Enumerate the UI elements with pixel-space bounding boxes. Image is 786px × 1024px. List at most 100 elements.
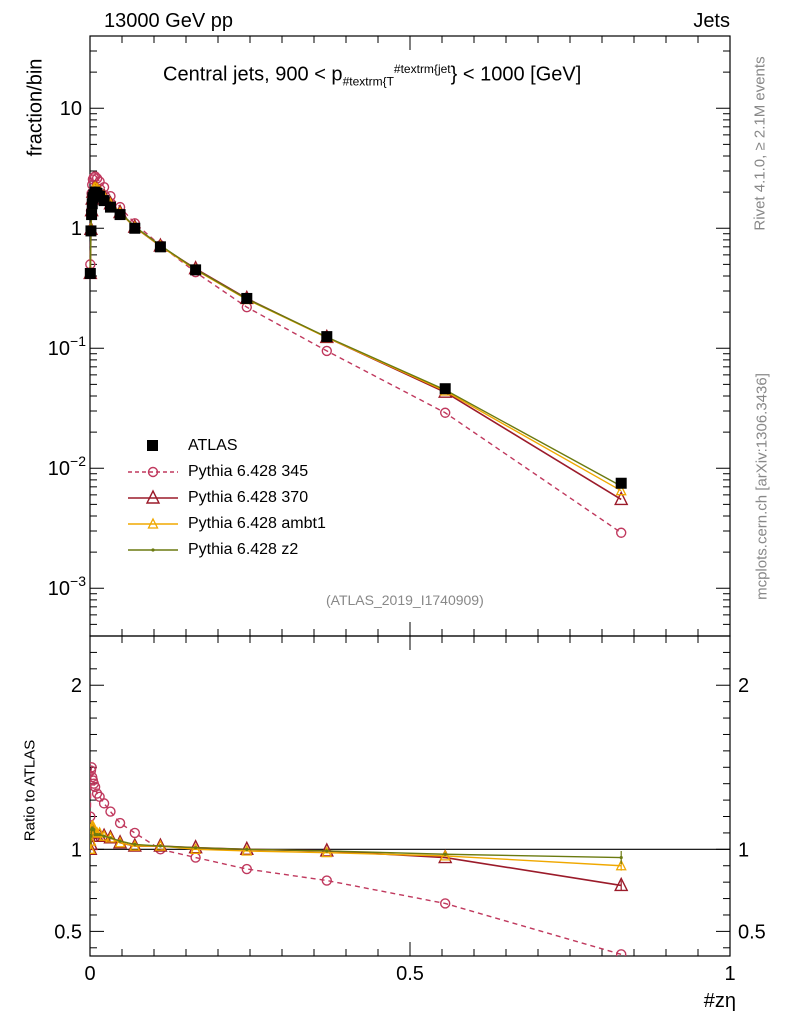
triangle-marker-icon [145,489,161,504]
ratio-y-tick-label: 1 [71,839,82,861]
main-title: Central jets, 900 < p#textrm{T#textrm{je… [163,62,581,89]
ratio-marker-z2 [108,836,113,840]
title-main: Central jets, 900 < p [163,63,343,86]
x-axis-title: #zη [703,990,736,1012]
x-tick-label: 0 [84,963,95,985]
ratio-y-tick-label: 2 [71,675,82,697]
ratio-marker-p370 [153,837,168,852]
ratio-marker-p345 [91,788,103,799]
energy-label: 13000 GeV pp [104,10,233,32]
legend-item-p370: Pythia 6.428 370 [128,486,368,512]
main-series-group [83,171,629,538]
main-marker-atlas [154,241,166,253]
main-marker-p345 [321,345,332,357]
x-tick-label: 1 [724,963,735,985]
ratio-marker-z2 [245,847,249,851]
ratio-marker-z2 [194,846,198,850]
main-marker-atlas [615,477,627,489]
legend-item-z2: Pythia 6.428 z2 [128,538,368,564]
main-marker-p370 [614,490,629,506]
main-marker-p345 [440,407,451,418]
ratio-marker-p345 [616,949,627,956]
ratio-y-tick-label: 0.5 [54,921,82,943]
ratio-y-tick-label-right: 2 [738,675,749,697]
legend-item-p345: Pythia 6.428 345 [128,460,368,486]
ratio-marker-p345 [90,811,96,822]
ratio-marker-z2 [325,849,329,853]
main-marker-atlas [85,225,97,237]
legend-item-atlas: ATLAS [128,434,368,460]
main-marker-atlas [190,264,202,276]
ratio-marker-z2 [102,834,106,838]
main-marker-p345 [616,527,627,538]
main-marker-atlas [104,201,116,213]
ratio-marker-z2 [95,832,99,837]
ratio-marker-z2 [158,844,162,848]
main-y-tick-label: 10 [60,98,82,120]
ratio-plot-area: 0.5 0.51 12 20 0.5 1 [54,635,766,985]
ratio-marker-p345 [321,875,332,886]
ratio-line-p370 [90,829,622,887]
x-tick-label: 0.5 [396,963,424,985]
ratio-marker-z2 [443,852,447,856]
dot-marker-icon [151,548,155,552]
ratio-marker-ambt1 [90,834,97,846]
main-line-p345 [89,175,622,534]
main-marker-atlas [241,292,253,304]
ratio-y-tick-label-right: 1 [738,839,749,861]
ratio-marker-p345 [114,817,126,829]
mcplots-label: mcplots.cern.ch [arXiv:1306.3436] [753,373,771,600]
main-marker-atlas [98,195,110,207]
main-marker-atlas [129,222,141,234]
ratio-marker-ambt1 [439,849,451,861]
main-y-tick-label: 10−1 [48,333,86,360]
ratio-marker-ambt1 [129,839,141,851]
ratio-marker-z2 [90,841,92,845]
ratio-marker-z2 [98,832,102,837]
ratio-frame [89,635,731,957]
ratio-marker-p345 [105,806,116,817]
main-marker-atlas [86,209,98,221]
ratio-marker-ambt1 [190,842,202,854]
title-superscript: #textrm{jet [393,62,451,76]
atlas-marker-icon [147,440,158,451]
ratio-marker-p345 [90,781,101,793]
main-marker-atlas [321,331,333,343]
ratio-marker-p345 [90,762,97,773]
main-marker-atlas [86,198,98,210]
legend: ATLAS Pythia 6.428 345 Pythia 6.428 370 … [128,434,368,564]
legend-label: Pythia 6.428 ambt1 [188,515,326,532]
ratio-marker-p345 [440,898,451,909]
ratio-marker-p370 [90,840,98,856]
ratio-series-group [90,762,629,956]
ratio-marker-p345 [129,827,141,839]
main-y-axis-title: fraction/bin [24,58,47,157]
main-marker-atlas [84,267,96,279]
main-marker-atlas [439,383,451,395]
title-tail: } < 1000 [GeV] [450,63,582,86]
circle-marker-icon [147,466,159,478]
main-y-tick-label: 10−3 [48,573,86,600]
ratio-marker-p345 [241,863,253,875]
ratio-marker-ambt1 [94,826,106,838]
ratio-marker-p370 [614,876,629,892]
main-plot-area: 10−3 10−2 10−1 1 10 [48,35,731,637]
ratio-marker-ambt1 [90,842,96,854]
ratio-marker-z2 [90,834,93,838]
rivet-version-label: Rivet 4.1.0, ≥ 2.1M events [751,56,769,231]
main-marker-atlas [114,209,126,221]
main-marker-ambt1 [615,484,627,496]
legend-label: Pythia 6.428 z2 [188,541,299,558]
small-triangle-marker-icon [147,517,159,529]
main-y-tick-label: 10−2 [48,453,86,480]
ratio-marker-z2 [118,839,122,843]
title-subscript: #textrm{T [342,74,394,89]
main-y-tick-label: 1 [71,218,82,240]
ratio-marker-ambt1 [241,844,253,856]
ratio-marker-z2 [133,842,137,847]
legend-label: Pythia 6.428 345 [188,463,309,480]
analysis-watermark: (ATLAS_2019_I1740909) [326,592,484,608]
legend-label: Pythia 6.428 370 [188,489,309,506]
process-label: Jets [693,10,730,32]
